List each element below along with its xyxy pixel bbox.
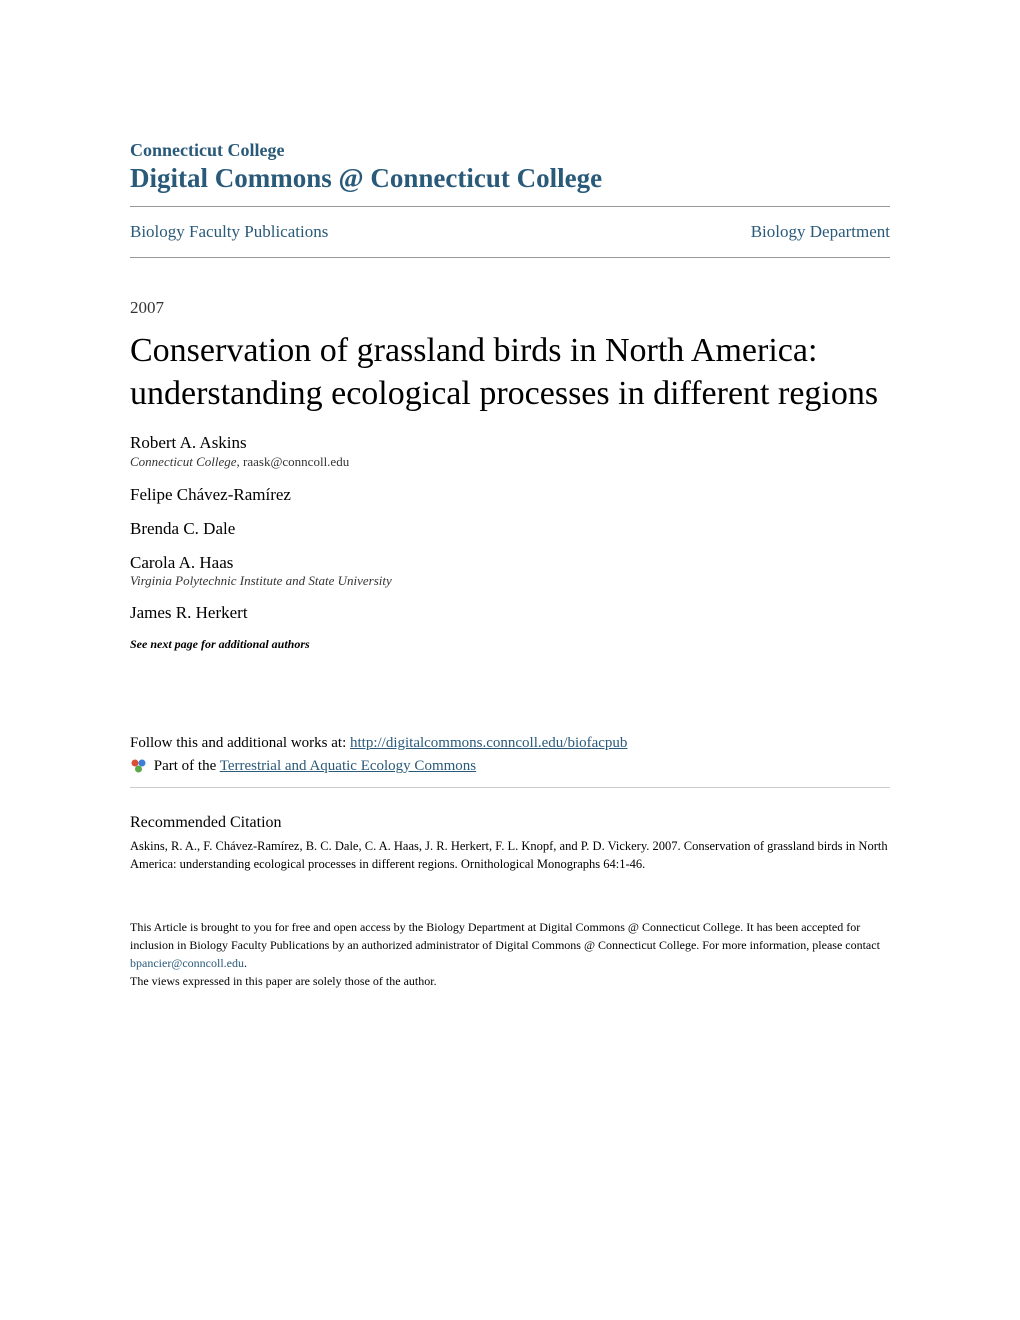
author-name: Brenda C. Dale bbox=[130, 519, 890, 539]
network-icon bbox=[130, 757, 148, 775]
commons-link[interactable]: Terrestrial and Aquatic Ecology Commons bbox=[220, 758, 476, 774]
author-entry: Brenda C. Dale bbox=[130, 519, 890, 539]
author-affiliation: Connecticut College bbox=[130, 454, 237, 469]
author-affiliation-line: Connecticut College, raask@conncoll.edu bbox=[130, 453, 890, 471]
footer-text-before: This Article is brought to you for free … bbox=[130, 920, 880, 952]
divider-citation bbox=[130, 787, 890, 788]
header-block: Connecticut College Digital Commons @ Co… bbox=[130, 140, 890, 258]
author-name: Carola A. Haas bbox=[130, 553, 890, 573]
author-email: , raask@conncoll.edu bbox=[237, 454, 350, 469]
author-name: Felipe Chávez-Ramírez bbox=[130, 485, 890, 505]
nav-left-link[interactable]: Biology Faculty Publications bbox=[130, 222, 328, 242]
nav-right-link[interactable]: Biology Department bbox=[751, 222, 890, 242]
views-disclaimer: The views expressed in this paper are so… bbox=[130, 972, 890, 990]
part-of-prefix: Part of the bbox=[150, 758, 220, 774]
part-of-line: Part of the Terrestrial and Aquatic Ecol… bbox=[130, 755, 890, 778]
contact-email-link[interactable]: bpancier@conncoll.edu bbox=[130, 956, 244, 970]
author-affiliation: Virginia Polytechnic Institute and State… bbox=[130, 573, 890, 589]
institution-name: Connecticut College bbox=[130, 140, 890, 161]
author-entry: James R. Herkert bbox=[130, 603, 890, 623]
follow-prefix: Follow this and additional works at: bbox=[130, 735, 350, 751]
article-title: Conservation of grassland birds in North… bbox=[130, 330, 890, 415]
citation-text: Askins, R. A., F. Chávez-Ramírez, B. C. … bbox=[130, 838, 890, 873]
author-entry: Carola A. Haas Virginia Polytechnic Inst… bbox=[130, 553, 890, 589]
author-name: James R. Herkert bbox=[130, 603, 890, 623]
footer-note: This Article is brought to you for free … bbox=[130, 918, 890, 990]
citation-heading: Recommended Citation bbox=[130, 814, 890, 832]
footer-text-after: . bbox=[244, 956, 247, 970]
see-next-page-note: See next page for additional authors bbox=[130, 637, 890, 652]
follow-line: Follow this and additional works at: htt… bbox=[130, 732, 890, 755]
author-entry: Robert A. Askins Connecticut College, ra… bbox=[130, 433, 890, 471]
authors-list: Robert A. Askins Connecticut College, ra… bbox=[130, 433, 890, 652]
repository-name[interactable]: Digital Commons @ Connecticut College bbox=[130, 163, 890, 194]
breadcrumb-nav: Biology Faculty Publications Biology Dep… bbox=[130, 207, 890, 257]
citation-section: Recommended Citation Askins, R. A., F. C… bbox=[130, 802, 890, 873]
author-entry: Felipe Chávez-Ramírez bbox=[130, 485, 890, 505]
divider-nav bbox=[130, 257, 890, 258]
follow-url-link[interactable]: http://digitalcommons.conncoll.edu/biofa… bbox=[350, 735, 627, 751]
publication-year: 2007 bbox=[130, 298, 890, 318]
follow-section: Follow this and additional works at: htt… bbox=[130, 732, 890, 777]
author-name: Robert A. Askins bbox=[130, 433, 890, 453]
